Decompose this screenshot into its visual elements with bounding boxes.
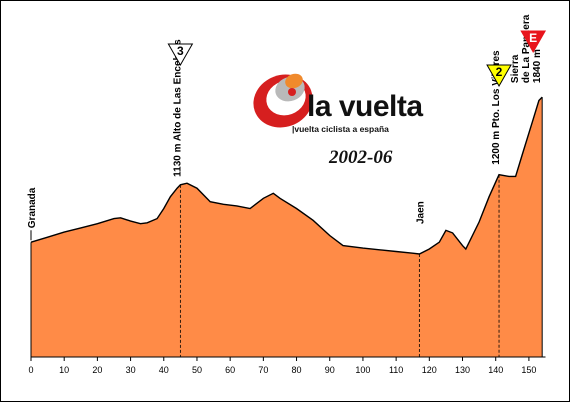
logo-tagline: |vuelta ciclista a españa	[292, 124, 389, 134]
marker-label: Jaen	[415, 201, 426, 224]
marker-label: 1130 m Alto de Las Encebras	[172, 39, 183, 177]
marker-label: Granada	[27, 187, 38, 228]
category-number: 2	[496, 65, 503, 79]
logo-brand-text: la vuelta	[307, 90, 423, 123]
marker-label-line: 1840 m	[532, 49, 543, 83]
x-tick-label: 60	[225, 365, 235, 375]
x-tick-label: 80	[292, 365, 302, 375]
x-tick-label: 50	[192, 365, 202, 375]
marker-label-line: 1130 m Alto de Las Encebras	[172, 39, 183, 177]
category-number: E	[529, 31, 537, 45]
logo-emblem-icon	[253, 73, 313, 128]
category-triangle-icon	[520, 30, 547, 54]
category-number: 3	[177, 44, 184, 58]
category-badge: 2	[486, 64, 512, 88]
la-vuelta-logo: la vuelta |vuelta ciclista a españa 2002…	[253, 73, 424, 168]
x-tick-label: 130	[455, 365, 470, 375]
profile-line	[30, 96, 543, 255]
x-tick-label: 70	[258, 365, 268, 375]
marker-label: Sierrade La Pandera1840 m	[510, 14, 543, 83]
x-tick-label: 120	[422, 365, 437, 375]
x-tick-label: 20	[92, 365, 102, 375]
x-tick-label: 30	[126, 365, 136, 375]
x-tick-label: 140	[488, 365, 503, 375]
x-tick-label: 40	[159, 365, 169, 375]
marker-label-line: de La Pandera	[521, 14, 532, 83]
x-tick-label: 100	[355, 365, 370, 375]
x-tick-label: 0	[28, 365, 33, 375]
marker-label-line: Sierra	[510, 54, 521, 83]
x-tick-label: 150	[521, 365, 536, 375]
marker: Granada	[27, 187, 38, 241]
profile-area-fill	[31, 97, 543, 357]
marker-label-line: Granada	[27, 187, 38, 228]
x-tick-label: 110	[389, 365, 403, 375]
x-tick-label: 10	[59, 365, 69, 375]
x-axis: 0 10 20 30 40 50 60 70 80 90 100 110 120 130 140 150	[28, 356, 546, 375]
category-triangle-icon	[486, 64, 512, 88]
year-label: 2002-06	[328, 147, 393, 168]
marker-label-line: Jaen	[415, 201, 426, 224]
marker: Jaen	[415, 201, 426, 357]
marker: Sierrade La Pandera1840 mE	[510, 14, 547, 83]
marker-label-line: 1200 m Pto. Los Villares	[491, 50, 502, 165]
profile-area-layer	[30, 96, 543, 357]
category-badge: E	[520, 30, 547, 54]
marker-label: 1200 m Pto. Los Villares	[491, 50, 502, 165]
category-badge: 3	[167, 43, 194, 67]
x-tick-label: 90	[325, 365, 335, 375]
category-triangle-icon	[167, 43, 194, 67]
